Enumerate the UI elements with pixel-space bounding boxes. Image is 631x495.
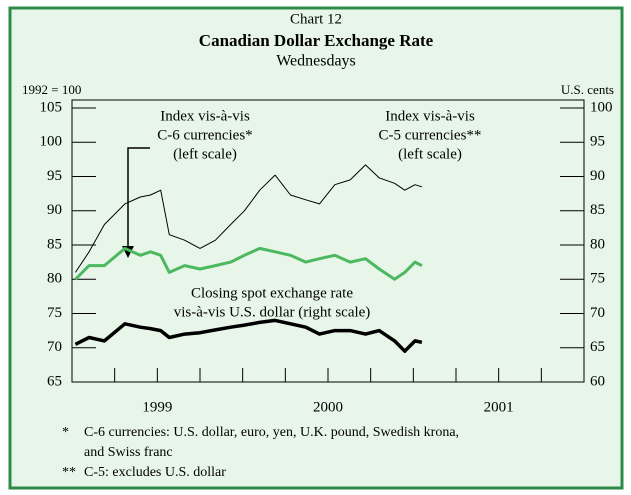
y2-tick-label: 60	[590, 373, 605, 389]
y2-tick-label: 75	[590, 271, 605, 287]
chart-subtitle: Wednesdays	[276, 53, 356, 70]
y-tick-label: 75	[47, 305, 62, 321]
x-tick-label: 1999	[142, 399, 172, 415]
y-tick-label: 95	[47, 168, 62, 184]
y-tick-label: 90	[47, 202, 62, 218]
y2-axis-label: U.S. cents	[561, 82, 614, 97]
annotation: C-5 currencies**	[379, 127, 482, 143]
y2-tick-label: 80	[590, 236, 605, 252]
footnote: C-6 currencies: U.S. dollar, euro, yen, …	[84, 425, 459, 440]
y2-tick-label: 100	[590, 99, 613, 115]
frame	[8, 6, 624, 490]
y2-tick-label: 85	[590, 202, 605, 218]
y2-tick-label: 70	[590, 305, 605, 321]
series-line	[74, 164, 423, 273]
annotation: (left scale)	[173, 146, 237, 162]
annotation: C-6 currencies*	[157, 127, 252, 143]
annotation: Index vis-à-vis	[160, 108, 250, 124]
chart-kicker: Chart 12	[290, 11, 342, 27]
footnote-marker: *	[62, 425, 69, 440]
y-tick-label: 65	[47, 373, 62, 389]
y-tick-label: 100	[40, 134, 63, 150]
annotation: vis-à-vis U.S. dollar (right scale)	[174, 304, 371, 320]
series-line	[74, 318, 423, 353]
y2-tick-label: 95	[590, 134, 605, 150]
annotation: Index vis-à-vis	[385, 108, 475, 124]
footnote-marker: **	[62, 465, 76, 480]
y-tick-label: 85	[47, 236, 62, 252]
annotation: (left scale)	[398, 146, 462, 162]
y2-tick-label: 90	[590, 168, 605, 184]
arrow	[127, 147, 150, 250]
y-tick-label: 70	[47, 339, 62, 355]
y-axis-label: 1992 = 100	[22, 82, 81, 97]
chart-title: Canadian Dollar Exchange Rate	[199, 31, 434, 50]
y2-tick-label: 65	[590, 339, 605, 355]
annotation: Closing spot exchange rate	[191, 285, 353, 301]
footnote: C-5: excludes U.S. dollar	[84, 465, 226, 480]
footnote: and Swiss franc	[84, 445, 173, 460]
y-tick-label: 105	[40, 99, 63, 115]
x-tick-label: 2000	[313, 399, 343, 415]
series-line	[74, 246, 423, 281]
y-tick-label: 80	[47, 271, 62, 287]
x-tick-label: 2001	[484, 399, 514, 415]
